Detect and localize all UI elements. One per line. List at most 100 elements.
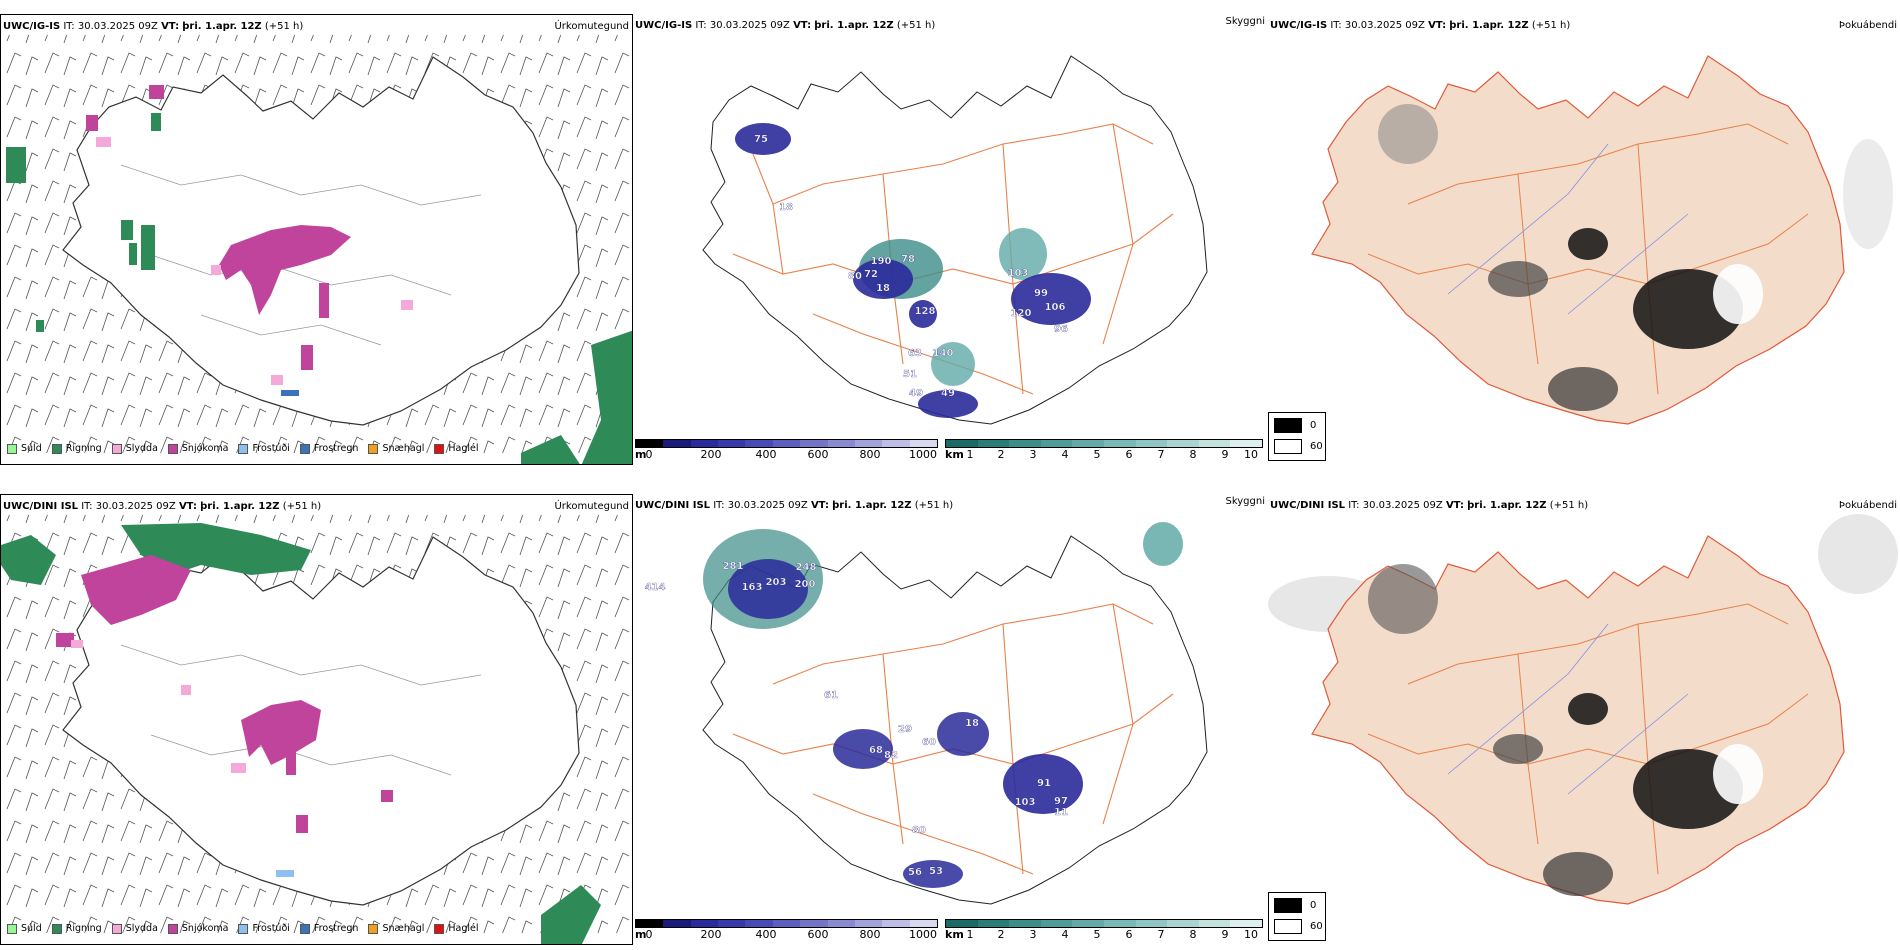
legend-swatch xyxy=(434,443,445,454)
tick: 600 xyxy=(807,448,829,461)
panel-name: Skyggni xyxy=(1225,16,1265,27)
legend-swatch xyxy=(434,923,445,934)
cloudbase-value-label: 53 xyxy=(929,866,943,877)
tick: 5 xyxy=(1093,928,1101,941)
legend-item-4: Frostúði xyxy=(238,923,290,934)
panel-name: Þokuábendi xyxy=(1838,20,1897,31)
precip-legend: Súld Rigning Slydda Snjókoma Frostúði Fr… xyxy=(7,443,479,454)
rain-areas xyxy=(6,113,632,464)
panel-name: Úrkomutegund xyxy=(554,21,629,32)
cloud-map xyxy=(702,522,1208,905)
snow-areas xyxy=(56,555,393,833)
legend-item-5: Frostregn xyxy=(299,443,358,454)
legend-swatch xyxy=(7,443,17,454)
legend-item-4: Frostúði xyxy=(238,443,290,454)
cloudbase-value-label: 80 xyxy=(848,271,862,282)
visibility-ticks: km 1 2 3 4 5 6 7 8 9 10 xyxy=(945,448,1263,461)
legend-swatch xyxy=(238,443,249,454)
cloudbase-value-label: 163 xyxy=(742,582,763,593)
fog-legend-row1: 0 60 xyxy=(1268,412,1326,461)
cloudbase-value-label: 140 xyxy=(933,348,954,359)
tick: 400 xyxy=(755,928,777,941)
cloudbase-value-label: 29 xyxy=(898,724,912,735)
road-network xyxy=(1367,603,1809,875)
cloudbase-value-label: 72 xyxy=(864,269,878,280)
cloudbase-value-label: 78 xyxy=(901,254,915,265)
legend-swatch xyxy=(368,443,379,454)
legend-swatch xyxy=(167,923,178,934)
cloud-areas xyxy=(703,522,1183,888)
cloudbase-value-label: 75 xyxy=(754,134,768,145)
legend-item-7: Haglél xyxy=(434,923,479,934)
river-network xyxy=(1447,623,1689,795)
legend-item-1: Rigning xyxy=(51,443,102,454)
tick: 800 xyxy=(859,928,881,941)
visibility-unit: km xyxy=(945,928,964,941)
tick: 10 xyxy=(1244,448,1258,461)
tick: 3 xyxy=(1029,928,1037,941)
cloudbase-value-label: 61 xyxy=(824,690,838,701)
tick: 4 xyxy=(1061,448,1069,461)
cloudbase-colorbar: m 0 200 400 600 800 1000 xyxy=(635,919,938,941)
cloudbase-value-label: 11 xyxy=(1054,807,1068,818)
tick: 7 xyxy=(1157,448,1165,461)
panel-name: Úrkomutegund xyxy=(554,501,629,512)
precip-map xyxy=(1,35,632,464)
legend-item-2: Slydda xyxy=(111,923,158,934)
panel-title: UWC/IG-IS IT: 30.03.2025 09Z VT: þri. 1.… xyxy=(635,20,936,31)
sleet-areas xyxy=(71,640,246,773)
tick: 7 xyxy=(1157,928,1165,941)
tick: 1000 xyxy=(909,448,937,461)
legend-item-1: Rigning xyxy=(51,923,102,934)
legend-item-0: Súld xyxy=(7,923,42,934)
cloud-areas xyxy=(735,123,1091,418)
cloudbase-value-label: 51 xyxy=(903,369,917,380)
legend-swatch xyxy=(238,923,249,934)
panel-title: UWC/IG-IS IT: 30.03.2025 09Z VT: þri. 1.… xyxy=(1270,20,1571,31)
cloudbase-value-label: 49 xyxy=(941,388,955,399)
precip-panel-row1: UWC/IG-IS IT: 30.03.2025 09Z VT: þri. 1.… xyxy=(0,14,633,465)
fog-swatch xyxy=(1274,418,1302,433)
cloudbase-value-label: 18 xyxy=(779,202,793,213)
fog-legend-item-1: 60 xyxy=(1274,919,1323,934)
legend-swatch xyxy=(368,923,379,934)
cloudbase-value-label: 80 xyxy=(912,825,926,836)
visibility-unit: km xyxy=(945,448,964,461)
river-network xyxy=(1447,143,1689,315)
tick: 1 xyxy=(966,928,974,941)
legend-swatch xyxy=(299,923,310,934)
legend-item-3: Snjókoma xyxy=(167,443,228,454)
cloudbase-value-label: 91 xyxy=(1037,778,1051,789)
cloudbase-unit: m xyxy=(635,928,647,941)
visibility-colorbar: km 1 2 3 4 5 6 7 8 9 10 xyxy=(945,919,1263,941)
visibility-cells xyxy=(945,919,1263,928)
panel-title: UWC/DINI ISL IT: 30.03.2025 09Z VT: þri.… xyxy=(1270,500,1589,511)
cloudbase-cells xyxy=(635,919,938,928)
freezing-area xyxy=(281,390,299,396)
tick: 9 xyxy=(1221,928,1229,941)
cloudbase-value-label: 203 xyxy=(766,577,787,588)
fog-legend-item-0: 0 xyxy=(1274,898,1316,913)
cloudbase-value-label: 248 xyxy=(796,562,817,573)
tick: 5 xyxy=(1093,448,1101,461)
sleet-areas xyxy=(96,137,413,385)
tick: 1000 xyxy=(909,928,937,941)
fog-panel-row2: UWC/DINI ISL IT: 30.03.2025 09Z VT: þri.… xyxy=(1268,494,1900,945)
cloudbase-value-label: 97 xyxy=(1054,796,1068,807)
tick: 4 xyxy=(1061,928,1069,941)
tick: 6 xyxy=(1125,448,1133,461)
fog-swatch xyxy=(1274,439,1302,454)
legend-swatch xyxy=(111,443,122,454)
panel-title: UWC/DINI ISL IT: 30.03.2025 09Z VT: þri.… xyxy=(3,501,322,512)
cloudbase-value-label: 56 xyxy=(908,867,922,878)
legend-item-3: Snjókoma xyxy=(167,923,228,934)
panel-title: UWC/IG-IS IT: 30.03.2025 09Z VT: þri. 1.… xyxy=(3,21,304,32)
cloudbase-value-label: 190 xyxy=(871,256,892,267)
tick: 600 xyxy=(807,928,829,941)
tick: 0 xyxy=(645,448,653,461)
fog-swatch xyxy=(1274,919,1302,934)
cloudbase-value-label: 82 xyxy=(884,750,898,761)
tick: 400 xyxy=(755,448,777,461)
